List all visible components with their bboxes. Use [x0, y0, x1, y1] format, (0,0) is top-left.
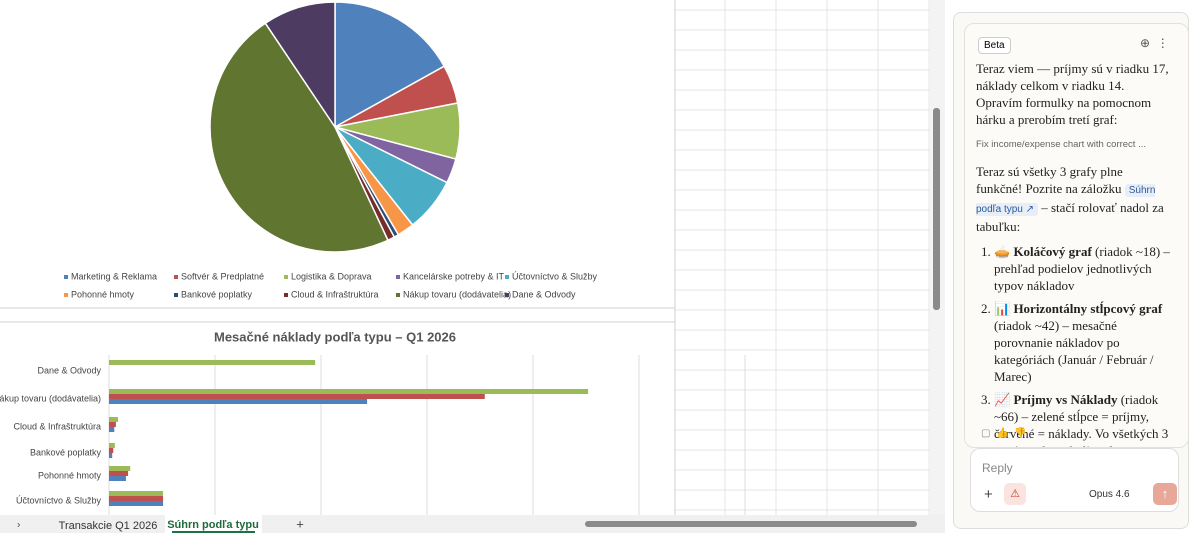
category-label: Účtovníctvo & Služby — [16, 495, 102, 505]
legend-swatch — [396, 293, 400, 297]
bold: Príjmy vs Náklady — [1013, 392, 1118, 407]
text: (riadok ~42) – mesačné porovnanie náklad… — [994, 318, 1154, 384]
legend-label: Cloud & Infraštruktúra — [291, 289, 379, 299]
actions[interactable]: ▢ 👍 👎 — [981, 428, 1027, 439]
legend-swatch — [284, 275, 288, 279]
text: Teraz sú všetky 3 grafy plne funkčné! Po… — [976, 163, 1171, 235]
bar — [109, 399, 368, 404]
category-label: Nákup tovaru (dodávatelia) — [0, 393, 101, 403]
sheet-tab[interactable]: Transakcie Q1 2026 — [59, 520, 158, 532]
bar — [109, 491, 164, 496]
placeholder[interactable]: Reply — [982, 461, 1013, 475]
model[interactable]: Opus 4.6 — [1089, 489, 1130, 500]
legend-swatch — [174, 293, 178, 297]
active-tab[interactable] — [165, 515, 262, 533]
message: Teraz viem — príjmy sú v riadku 17, nákl… — [976, 60, 1171, 447]
legend-swatch — [64, 275, 68, 279]
icons[interactable]: ⊕ ⋮ — [1140, 36, 1169, 50]
h-scroll-thumb[interactable] — [585, 521, 917, 527]
warning[interactable]: ⚠ — [1004, 483, 1026, 505]
bar — [109, 427, 115, 432]
send[interactable]: ↑ — [1153, 483, 1177, 505]
list-item: 🥧 Koláčový graf (riadok ~18) – prehľad p… — [994, 243, 1171, 294]
pie-slice — [264, 1, 336, 130]
bar — [109, 471, 129, 476]
scroll-thumb[interactable] — [933, 108, 940, 310]
list: 🥧 Koláčový graf (riadok ~18) – prehľad p… — [976, 243, 1171, 447]
bar-title: Mesačné náklady podľa typu – Q1 2026 — [214, 329, 456, 344]
legend-label: Dane & Odvody — [512, 289, 576, 299]
icon: 🥧 — [994, 244, 1011, 259]
bar — [109, 394, 485, 399]
category-label: Pohonné hmoty — [38, 470, 102, 480]
legend-label: Logistika & Doprava — [291, 271, 372, 281]
beta-badge: Beta — [978, 37, 1011, 54]
chat-panel: Beta ⊕ ⋮ Teraz viem — príjmy sú v riadku… — [953, 12, 1189, 529]
bar — [109, 466, 131, 471]
add-sheet[interactable]: + — [296, 516, 304, 531]
bar — [109, 443, 115, 448]
sheet-tab[interactable]: Súhrn podľa typu — [167, 519, 259, 531]
category-label: Cloud & Infraštruktúra — [13, 421, 101, 431]
bold: Koláčový graf — [1013, 244, 1092, 259]
pie-slice — [334, 1, 446, 129]
pie-slice — [209, 22, 389, 253]
legend-swatch — [284, 293, 288, 297]
list-item: 📈 Príjmy vs Náklady (riadok ~66) – zelen… — [994, 391, 1171, 447]
bar — [109, 501, 164, 506]
legend-label: Pohonné hmoty — [71, 289, 135, 299]
text: – stačí rolovať nadol za tabuľku: — [976, 200, 1164, 234]
bar — [109, 422, 116, 427]
add-button[interactable]: + — [984, 486, 993, 503]
bar — [109, 360, 316, 365]
bold: Horizontálny stĺpcový graf — [1013, 301, 1163, 316]
text: (riadok ~18) – prehľad podielov jednotli… — [994, 244, 1170, 293]
bar — [109, 448, 114, 453]
legend-label: Marketing & Reklama — [71, 271, 157, 281]
tool-call[interactable]: Fix income/expense chart with correct ..… — [976, 139, 1147, 150]
text: (riadok ~66) – zelené stĺpce = príjmy, č… — [994, 392, 1169, 447]
legend-label: Nákup tovaru (dodávatelia) — [403, 289, 511, 299]
category-label: Bankové poplatky — [30, 447, 102, 457]
tab-nav[interactable]: › — [17, 520, 20, 531]
legend-label: Účtovníctvo & Služby — [512, 271, 598, 281]
text: Teraz sú všetky 3 grafy plne funkčné! Po… — [976, 164, 1123, 196]
icon: 📊 — [994, 301, 1011, 316]
text: Teraz viem — príjmy sú v riadku 17, nákl… — [976, 61, 1169, 127]
legend-label: Softvér & Predplatné — [181, 271, 264, 281]
legend-swatch — [505, 275, 509, 279]
bar — [109, 389, 589, 394]
list-item: 📊 Horizontálny stĺpcový graf (riadok ~42… — [994, 300, 1171, 385]
bar — [109, 496, 164, 501]
legend-swatch — [505, 293, 509, 297]
composer[interactable]: Reply + ⚠ Opus 4.6 ↑ — [970, 448, 1179, 512]
bar — [109, 476, 126, 481]
icon: 📈 — [994, 392, 1011, 407]
legend-swatch — [396, 275, 400, 279]
legend-swatch — [64, 293, 68, 297]
cell-grid — [675, 0, 930, 515]
bar — [109, 417, 119, 422]
legend-label: Bankové poplatky — [181, 289, 253, 299]
legend-label: Kancelárske potreby & IT — [403, 271, 505, 281]
category-label: Dane & Odvody — [37, 365, 101, 375]
legend-swatch — [174, 275, 178, 279]
message-card: Beta ⊕ ⋮ Teraz viem — príjmy sú v riadku… — [964, 23, 1189, 448]
bar — [109, 453, 113, 458]
sheet: Mesačné náklady podľa typu – Q1 2026 › T… — [0, 0, 945, 533]
